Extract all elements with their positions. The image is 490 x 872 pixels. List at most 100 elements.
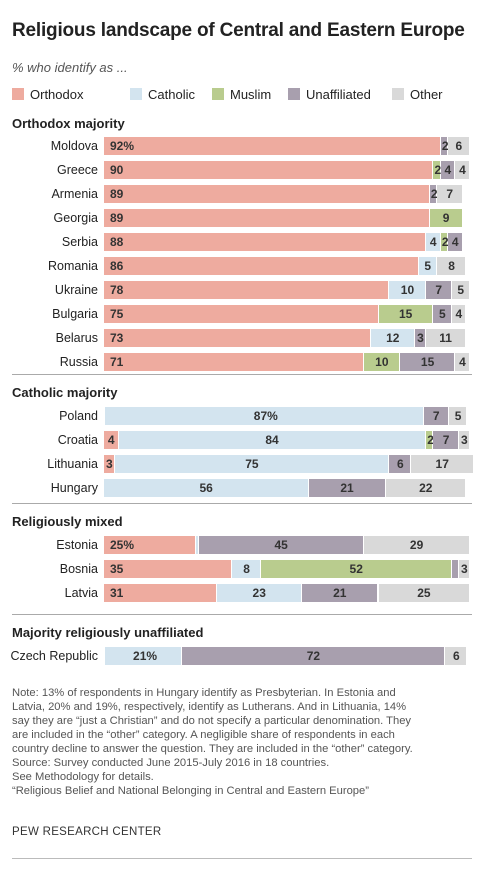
bar-segment-croatia-unaffiliated (433, 431, 459, 449)
data-label-romania-other: 8 (448, 259, 455, 273)
note-line: are included in the “other” category. A … (12, 729, 395, 741)
bar-segment-poland-unaffiliated (423, 407, 450, 425)
data-label-ukraine-catholic: 10 (400, 283, 415, 297)
bar-segment-russia-muslim (363, 353, 401, 371)
bar-segment-latvia-catholic (217, 584, 302, 602)
country-label-russia: Russia (59, 355, 98, 369)
note-line: “Religious Belief and National Belonging… (12, 785, 369, 797)
group-title-religiously-mixed: Religiously mixed (12, 514, 123, 529)
data-label-lithuania-orthodox: 3 (105, 457, 113, 471)
chart-notes: Note: 13% of respondents in Hungary iden… (12, 686, 478, 798)
bar-segment-czech-republic-other (445, 647, 468, 665)
data-label-armenia-orthodox: 89 (110, 187, 124, 201)
legend-item-muslim: Muslim (212, 86, 271, 104)
data-label-czech-republic-catholic: 21% (133, 649, 158, 663)
country-label-greece: Greece (57, 163, 98, 177)
data-label-czech-republic-other: 6 (452, 649, 460, 663)
country-label-armenia: Armenia (51, 187, 98, 201)
bar-segment-croatia-muslim (426, 431, 434, 449)
data-label-belarus-catholic: 12 (386, 331, 400, 345)
bar-segment-estonia-orthodox (104, 536, 196, 554)
data-label-lithuania-other: 17 (435, 457, 449, 471)
bar-segment-russia-unaffiliated (400, 353, 456, 371)
data-label-russia-muslim: 10 (375, 355, 389, 369)
bar-segment-bulgaria-muslim (378, 305, 434, 323)
bar-segment-moldova-orthodox (104, 137, 441, 155)
data-label-russia-orthodox: 71 (110, 355, 124, 369)
bar-segment-croatia-catholic (118, 431, 427, 449)
bar-segment-armenia-unaffiliated (429, 185, 438, 203)
bar-segment-serbia-catholic (426, 233, 441, 251)
data-label-poland-catholic: 87% (253, 409, 278, 423)
data-label-serbia-catholic: 4 (429, 235, 437, 249)
bar-segment-greece-unaffiliated (440, 161, 456, 179)
data-label-poland-other: 5 (454, 409, 462, 423)
legend-item-unaffiliated: Unaffiliated (288, 86, 371, 104)
data-label-ukraine-other: 5 (457, 283, 465, 297)
data-label-moldova-unaffiliated: 2 (441, 139, 449, 153)
legend-item-orthodox: Orthodox (12, 86, 83, 104)
bar-segment-czech-republic-unaffiliated (181, 647, 446, 665)
data-label-armenia-other: 7 (446, 187, 454, 201)
legend-label-muslim: Muslim (230, 87, 272, 102)
legend-swatch-orthodox (12, 88, 24, 100)
data-label-latvia-orthodox: 31 (110, 586, 124, 600)
bar-segment-poland-orthodox (104, 407, 106, 425)
data-label-moldova-orthodox: 92% (110, 139, 135, 153)
data-label-bulgaria-other: 4 (455, 307, 463, 321)
data-label-croatia-muslim: 2 (427, 433, 434, 447)
data-label-greece-muslim: 2 (434, 163, 442, 177)
bar-segment-romania-orthodox (104, 257, 419, 275)
legend: Orthodox Catholic Muslim Unaffiliated Other (12, 86, 482, 104)
data-label-bosnia-catholic: 8 (243, 562, 250, 576)
bar-segment-bulgaria-unaffiliated (433, 305, 452, 323)
country-label-bosnia: Bosnia (59, 562, 98, 576)
legend-label-other: Other (410, 87, 443, 102)
bar-segment-romania-catholic (418, 257, 438, 275)
data-label-bulgaria-muslim: 15 (398, 307, 413, 321)
bar-segment-ukraine-catholic (389, 281, 427, 299)
data-label-moldova-other: 6 (455, 139, 463, 153)
data-label-belarus-orthodox: 73 (110, 331, 124, 345)
data-label-belarus-other: 11 (439, 331, 452, 345)
data-label-poland-unaffiliated: 7 (432, 409, 440, 423)
bar-segment-georgia-orthodox (104, 209, 430, 227)
bar-segment-moldova-other (448, 137, 470, 155)
bar-segment-moldova-unaffiliated (440, 137, 449, 155)
country-label-bulgaria: Bulgaria (52, 307, 98, 321)
data-label-serbia-unaffiliated: 4 (451, 235, 459, 249)
data-label-greece-unaffiliated: 4 (444, 163, 452, 177)
note-line: See Methodology for details. (12, 771, 154, 783)
data-label-hungary-other: 22 (419, 481, 433, 495)
data-label-russia-unaffiliated: 15 (420, 355, 435, 369)
bar-segment-greece-muslim (433, 161, 441, 179)
chart-subtitle: % who identify as ... (12, 60, 128, 75)
data-label-bosnia-muslim: 52 (349, 562, 363, 576)
data-label-greece-orthodox: 90 (110, 163, 124, 177)
note-line: Source: Survey conducted June 2015-July … (12, 757, 330, 769)
country-label-georgia: Georgia (53, 211, 98, 225)
bar-segment-bosnia-other (459, 560, 470, 578)
data-label-hungary-unaffiliated: 21 (340, 481, 354, 495)
country-label-belarus: Belarus (55, 331, 98, 345)
data-label-lithuania-unaffiliated: 6 (396, 457, 404, 471)
bottom-divider (12, 858, 472, 859)
bar-segment-romania-other (437, 257, 467, 275)
data-label-croatia-unaffiliated: 7 (442, 433, 450, 447)
bar-segment-greece-orthodox (104, 161, 434, 179)
bar-segment-latvia-unaffiliated (301, 584, 379, 602)
chart-title: Religious landscape of Central and Easte… (12, 20, 465, 41)
bar-segment-hungary-catholic (104, 479, 309, 497)
bar-segment-georgia-muslim (429, 209, 463, 227)
bar-segment-hungary-other (385, 479, 467, 497)
note-line: say they are “just a Christian” and do n… (12, 715, 412, 727)
data-label-russia-other: 4 (459, 355, 466, 369)
group-divider (12, 614, 472, 615)
data-label-latvia-other: 25 (417, 586, 431, 600)
bar-segment-ukraine-orthodox (104, 281, 390, 299)
data-label-estonia-other: 29 (409, 538, 424, 552)
bar-segment-russia-other (455, 353, 470, 371)
bar-segment-bulgaria-orthodox (104, 305, 379, 323)
bar-segment-armenia-other (437, 185, 463, 203)
data-label-bulgaria-orthodox: 75 (110, 307, 124, 321)
